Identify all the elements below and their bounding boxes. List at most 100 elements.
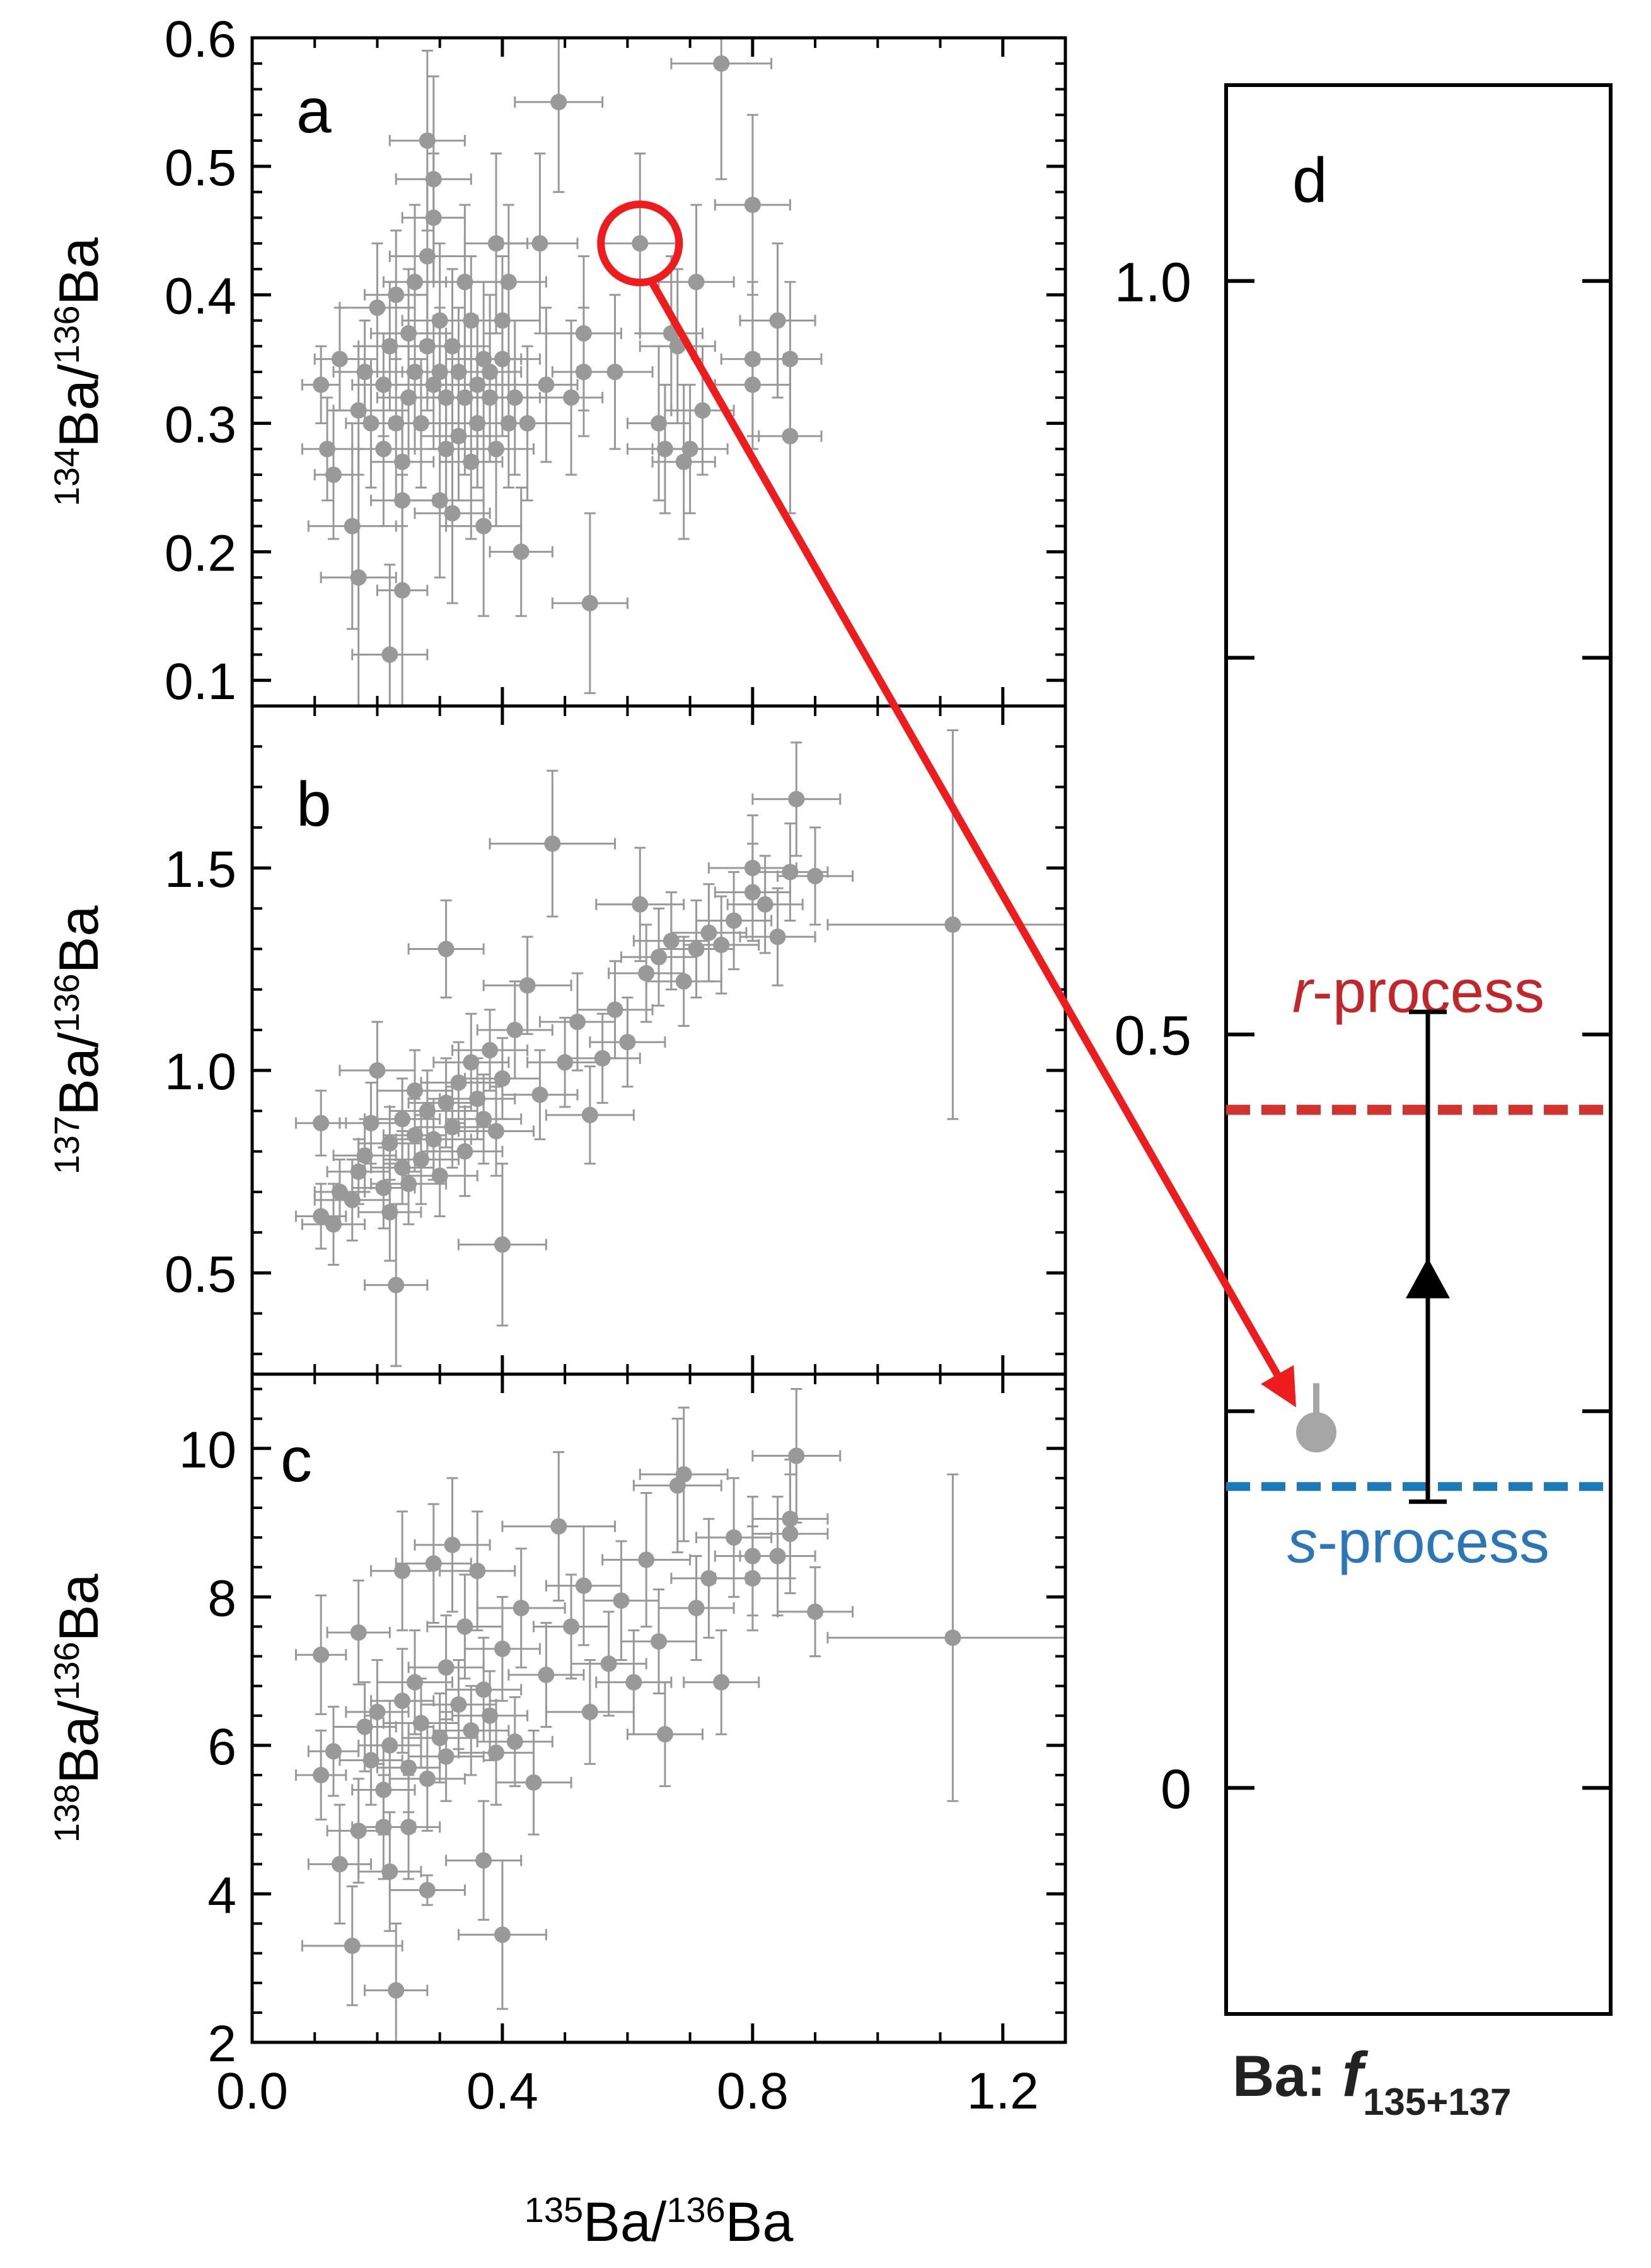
panel-c-point-30 xyxy=(463,1722,480,1739)
panel-a-point-74 xyxy=(694,402,711,419)
panel-c-ytick-label-0: 2 xyxy=(207,2015,236,2073)
panel-b-point-45 xyxy=(638,965,655,981)
panel-c-xtick-label-2: 0.8 xyxy=(717,2063,789,2120)
panel-b-point-18 xyxy=(412,1151,429,1168)
panel-d-xlabel-sub: 135+137 xyxy=(1363,2081,1511,2123)
panel-c-ylabel: 138Ba/136Ba xyxy=(47,1574,110,1843)
panel-c-xlabel: 135Ba/136Ba xyxy=(524,2190,794,2253)
panel-b-point-30 xyxy=(482,1042,499,1059)
panel-b-frame xyxy=(250,704,1067,1376)
panel-a-point-10 xyxy=(375,441,392,458)
panel-a-point-35 xyxy=(444,338,461,355)
panel-b-ylabel-end: Ba xyxy=(47,906,110,974)
panel-b-ylabel: 137Ba/136Ba xyxy=(47,906,110,1175)
panel-a-point-6 xyxy=(350,569,367,586)
panel-c-point-1 xyxy=(313,1767,330,1783)
panel-c-point-21 xyxy=(419,1882,436,1899)
panel-c-frame xyxy=(250,1372,1067,2044)
panel-c-point-43 xyxy=(563,1618,580,1635)
panel-c-point-32 xyxy=(475,1681,492,1698)
panel-c-xlabel-sup1: 135 xyxy=(524,2190,583,2230)
panel-c-ticks: 2 4 6 8 10 0.0 0.4 0.8 1.2 xyxy=(179,1374,1067,2120)
panel-a-point-53 xyxy=(500,274,517,291)
panel-a-point-2 xyxy=(325,466,342,483)
panel-b-ytick-label-0: 0.5 xyxy=(165,1246,236,1303)
panel-c-point-14 xyxy=(388,1982,405,1999)
panel-c-ylabel-sup1: 138 xyxy=(47,1784,86,1843)
panel-c-point-25 xyxy=(437,1659,455,1676)
panel-c-point-63 xyxy=(788,1447,805,1464)
panel-c-point-3 xyxy=(331,1856,348,1873)
panel-c-point-38 xyxy=(506,1733,523,1750)
panel-a-point-5 xyxy=(350,402,367,419)
panel-a-point-20 xyxy=(400,389,417,406)
panel-c-point-56 xyxy=(713,1674,730,1691)
panel-c-point-11 xyxy=(375,1781,392,1798)
panel-c-xtick-label-3: 1.2 xyxy=(967,2063,1039,2120)
panel-a-point-65 xyxy=(606,364,623,380)
panel-d-xlabel-main: Ba: xyxy=(1232,2044,1342,2109)
panel-a-point-23 xyxy=(412,415,429,432)
r-process-label-prefix: r xyxy=(1292,958,1315,1026)
panel-a-point-78 xyxy=(744,376,761,393)
panel-c-point-46 xyxy=(600,1655,617,1672)
panel-b-point-32 xyxy=(494,1236,511,1253)
panel-b-point-36 xyxy=(531,1086,548,1103)
panel-c-point-44 xyxy=(575,1577,592,1594)
panel-c-point-5 xyxy=(350,1624,367,1641)
panel-b-point-28 xyxy=(469,1091,486,1108)
panel-c-point-9 xyxy=(369,1703,386,1720)
panel-c-point-18 xyxy=(400,1819,417,1836)
panel-b-point-49 xyxy=(688,940,705,958)
panel-a-point-60 xyxy=(550,93,567,110)
grain-point xyxy=(1296,1383,1336,1453)
panel-c-point-36 xyxy=(494,1926,511,1943)
panel-c-point-2 xyxy=(325,1743,342,1760)
panel-a-point-29 xyxy=(425,209,442,226)
panel-d-ytick-label-0: 0 xyxy=(1161,1757,1191,1820)
panel-b-point-6 xyxy=(356,1147,373,1164)
panel-c-point-15 xyxy=(394,1563,411,1580)
panel-c-point-29 xyxy=(456,1618,473,1635)
panel-a-points xyxy=(301,37,823,707)
panel-a-ytick-label-4: 0.5 xyxy=(165,139,236,197)
panel-c-point-24 xyxy=(431,1730,448,1747)
panel-b-point-57 xyxy=(782,864,799,881)
panel-a-point-1 xyxy=(319,441,336,458)
panel-b-point-60 xyxy=(944,916,961,933)
panel-c-ytick-label-4: 10 xyxy=(179,1421,236,1479)
panel-a-ylabel-sup1: 134 xyxy=(47,448,86,506)
panel-b-point-50 xyxy=(700,924,717,941)
panel-c-point-16 xyxy=(394,1692,411,1710)
panel-a-point-3 xyxy=(331,350,348,367)
panel-b-point-46 xyxy=(651,949,667,966)
panel-b-point-29 xyxy=(475,1111,492,1128)
panel-b-point-35 xyxy=(519,977,536,994)
panel-c-points xyxy=(294,1388,1067,2044)
panel-c-point-7 xyxy=(356,1718,373,1735)
panel-a-point-58 xyxy=(531,235,548,252)
panel-b-ylabel-sup1: 137 xyxy=(47,1116,86,1174)
panel-a-point-73 xyxy=(688,274,705,291)
panel-a-point-79 xyxy=(769,312,786,329)
panel-b-point-51 xyxy=(713,937,730,954)
panel-b-point-10 xyxy=(381,1204,398,1221)
panel-b-point-40 xyxy=(581,1106,598,1123)
panel-b-point-19 xyxy=(419,1102,436,1120)
panel-b: 0.5 1.0 1.5 b 137Ba/136Ba xyxy=(47,704,1067,1376)
panel-a-ylabel: 134Ba/136Ba xyxy=(47,238,110,507)
panel-c-xtick-label-0: 0.0 xyxy=(216,2063,288,2120)
panel-b-point-39 xyxy=(569,1014,586,1031)
panel-b-point-5 xyxy=(350,1163,367,1180)
panel-b-point-41 xyxy=(594,1050,611,1067)
panel-c-point-51 xyxy=(656,1726,673,1743)
panel-b-point-48 xyxy=(675,973,692,990)
panel-a-ytick-label-2: 0.3 xyxy=(165,396,236,454)
panel-d-frame xyxy=(1224,83,1613,2016)
panel-b-point-42 xyxy=(606,1001,623,1018)
panel-a-point-64 xyxy=(581,594,598,611)
panel-b-point-56 xyxy=(769,929,786,946)
panel-a-ylabel-sup2: 136 xyxy=(47,305,86,364)
